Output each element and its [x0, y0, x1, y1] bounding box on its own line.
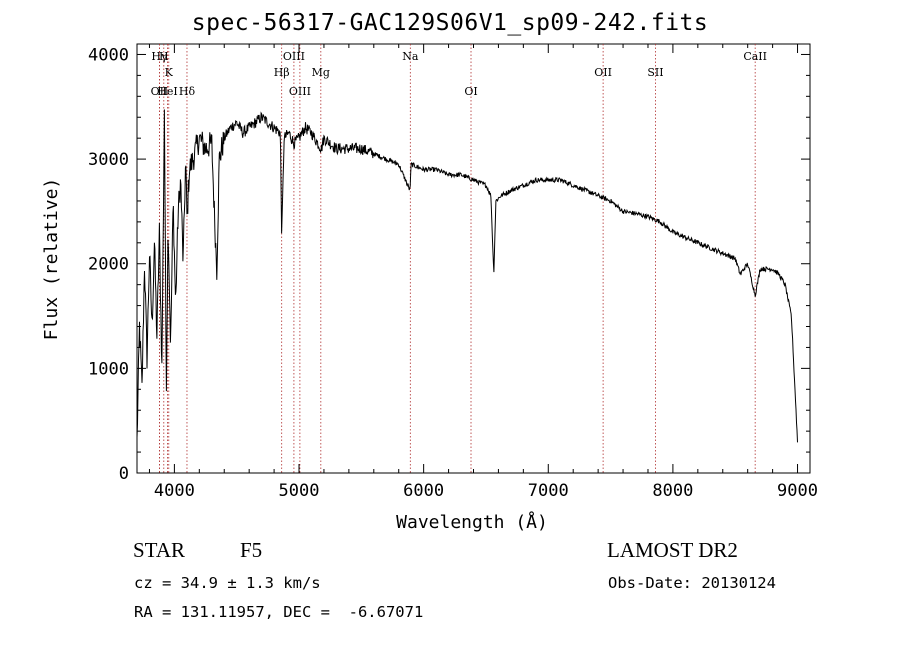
x-tick-label: 4000	[154, 481, 195, 501]
flux-series	[136, 109, 798, 443]
x-tick-label: 6000	[403, 481, 444, 501]
line-marker-label: K	[165, 66, 174, 79]
plot-axes: 4000 5000 6000 7000 8000 9000 0 1000 2000 3000 400…	[88, 43, 818, 501]
line-marker-label: OIII	[283, 50, 305, 63]
chart-title: spec-56317-GAC129S06V1_sp09-242.fits	[191, 10, 709, 36]
y-tick-label: 2000	[88, 255, 129, 275]
y-tick-label: 4000	[88, 45, 129, 65]
x-tick-label: 7000	[528, 481, 569, 501]
line-marker-label: SII	[647, 66, 663, 79]
line-marker-label: Hγ	[151, 50, 168, 63]
line-marker-label: HeI	[157, 85, 177, 98]
redshift-velocity: cz = 34.9 ± 1.3 km/s	[134, 574, 321, 592]
x-tick-label: 9000	[777, 481, 818, 501]
line-marker-label: Na	[402, 50, 419, 63]
x-axis-label: Wavelength (Å)	[396, 511, 548, 533]
x-tick-label: 8000	[652, 481, 693, 501]
x-tick-label: 5000	[279, 481, 320, 501]
y-tick-label: 0	[119, 464, 129, 484]
y-tick-label: 3000	[88, 150, 129, 170]
line-marker-label: H	[159, 50, 169, 63]
line-marker-label: Mg	[312, 66, 330, 79]
observation-date: Obs-Date: 20130124	[608, 574, 776, 592]
line-marker-label: OII	[151, 85, 169, 98]
line-marker-label: CaII	[743, 50, 767, 63]
y-tick-label: 1000	[88, 359, 129, 379]
line-marker-label: Hβ	[274, 66, 290, 79]
line-marker-label: Hδ	[179, 85, 196, 98]
line-marker-label: OI	[464, 85, 477, 98]
y-axis-label: Flux (relative)	[41, 178, 62, 341]
plot-frame	[136, 43, 811, 474]
object-subclass: F5	[240, 538, 263, 562]
line-marker-label: OIII	[289, 85, 311, 98]
flux-line	[136, 109, 798, 443]
survey-name: LAMOST DR2	[607, 538, 738, 562]
coordinates: RA = 131.11957, DEC = -6.67071	[134, 603, 424, 621]
object-class: STAR	[133, 538, 185, 562]
line-marker-label: OII	[594, 66, 612, 79]
